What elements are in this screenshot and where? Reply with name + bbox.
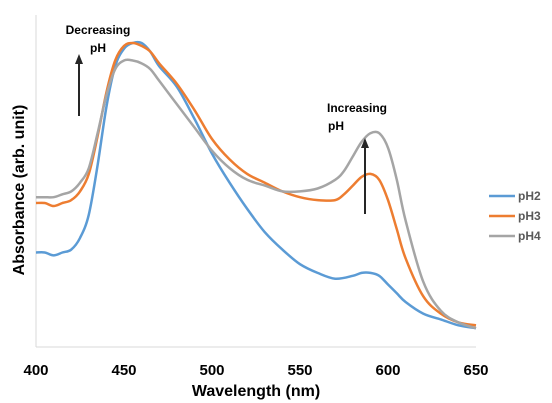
legend-label-ph4: pH4 xyxy=(518,229,541,243)
x-tick-label: 450 xyxy=(111,362,136,379)
x-tick-label: 550 xyxy=(287,362,312,379)
series-line-ph3 xyxy=(35,41,477,327)
decreasing-annotation: Decreasing pH xyxy=(66,23,131,116)
increasing-arrow-head xyxy=(361,138,369,148)
legend-label-ph3: pH3 xyxy=(518,209,541,223)
x-tick-label: 400 xyxy=(23,362,48,379)
decreasing-annotation-line2: pH xyxy=(90,41,106,55)
increasing-annotation: Increasing pH xyxy=(327,101,387,214)
x-tick-label: 600 xyxy=(375,362,400,379)
legend-label-ph2: pH2 xyxy=(518,189,541,203)
series-line-ph2 xyxy=(35,40,477,330)
legend: pH2 pH3 pH4 xyxy=(489,189,541,243)
decreasing-annotation-line1: Decreasing xyxy=(66,23,131,37)
x-tick-labels: 400 450 500 550 600 650 xyxy=(23,362,488,379)
x-tick-label: 500 xyxy=(199,362,224,379)
decreasing-arrow-head xyxy=(75,54,83,64)
x-tick-label: 650 xyxy=(463,362,488,379)
y-axis-title: Absorbance (arb. unit) xyxy=(11,105,28,276)
increasing-annotation-line1: Increasing xyxy=(327,101,387,115)
series-group xyxy=(35,40,477,330)
series-line-ph4 xyxy=(36,58,477,330)
x-axis-title: Wavelength (nm) xyxy=(192,383,320,400)
increasing-annotation-line2: pH xyxy=(328,119,344,133)
